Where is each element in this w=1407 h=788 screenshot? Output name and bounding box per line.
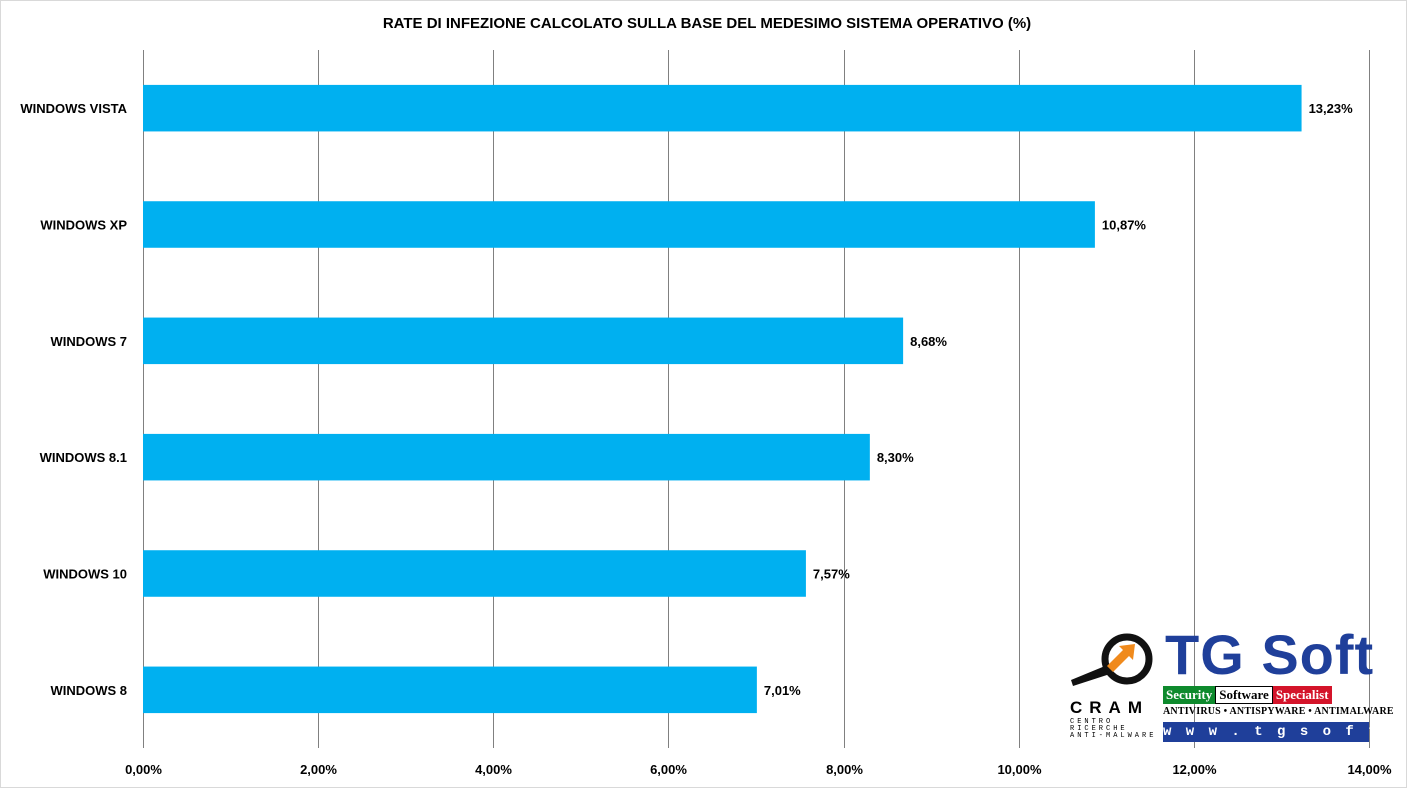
data-label: 10,87%	[1102, 218, 1147, 233]
tag-security: Security	[1163, 686, 1216, 704]
tgsoft-url: w w w . t g s o f t . i t	[1163, 722, 1407, 742]
x-tick-label: 10,00%	[997, 762, 1042, 777]
category-label: WINDOWS 8.1	[40, 450, 127, 465]
x-tick-label: 2,00%	[300, 762, 337, 777]
x-tick-label: 6,00%	[650, 762, 687, 777]
cram-wordmark: CRAM	[1070, 698, 1149, 717]
data-label: 13,23%	[1309, 101, 1354, 116]
bar	[143, 317, 904, 365]
bar	[143, 201, 1095, 248]
data-label: 7,57%	[813, 567, 850, 582]
data-label: 8,30%	[877, 450, 914, 465]
bar	[143, 550, 806, 597]
x-tick-label: 0,00%	[125, 762, 162, 777]
x-tick-label: 12,00%	[1172, 762, 1217, 777]
tgsoft-product-tagline: ANTIVIRUS • ANTISPYWARE • ANTIMALWARE	[1163, 706, 1394, 717]
category-label: WINDOWS 10	[43, 567, 127, 582]
tag-specialist: Specialist	[1272, 686, 1332, 704]
bar	[143, 433, 870, 481]
tgsoft-wordmark: TG Soft	[1165, 623, 1375, 686]
data-label: 7,01%	[764, 683, 801, 698]
category-label: WINDOWS XP	[40, 218, 127, 233]
x-tick-label: 14,00%	[1347, 762, 1392, 777]
x-tick-label: 8,00%	[826, 762, 863, 777]
tgsoft-tagline-boxes: Security Software Specialist	[1163, 686, 1332, 704]
category-label: WINDOWS VISTA	[20, 101, 127, 116]
bar	[143, 84, 1302, 132]
data-labels: 13,23% 10,87% 8,68% 8,30% 7,57% 7,01%	[764, 101, 1353, 698]
data-label: 8,68%	[910, 334, 947, 349]
category-label: WINDOWS 7	[50, 334, 127, 349]
cram-subtitle: CENTRO RICERCHE ANTI-MALWARE	[1070, 718, 1157, 740]
tgsoft-logo: CRAM CENTRO RICERCHE ANTI-MALWARE TG Sof…	[1065, 626, 1407, 746]
tag-software: Software	[1215, 686, 1273, 704]
bars	[143, 84, 1302, 714]
chart-title: RATE DI INFEZIONE CALCOLATO SULLA BASE D…	[383, 15, 1031, 32]
category-labels: WINDOWS VISTA WINDOWS XP WINDOWS 7 WINDOWS …	[20, 101, 127, 698]
x-axis-tick-labels: 0,00% 2,00% 4,00% 6,00% 8,00% 10,00% 12,00% 14,…	[125, 762, 1392, 777]
cram-magnifier-icon	[1071, 633, 1153, 686]
x-tick-label: 4,00%	[475, 762, 512, 777]
gridlines	[143, 50, 1370, 748]
category-label: WINDOWS 8	[50, 683, 127, 698]
bar	[143, 666, 757, 714]
